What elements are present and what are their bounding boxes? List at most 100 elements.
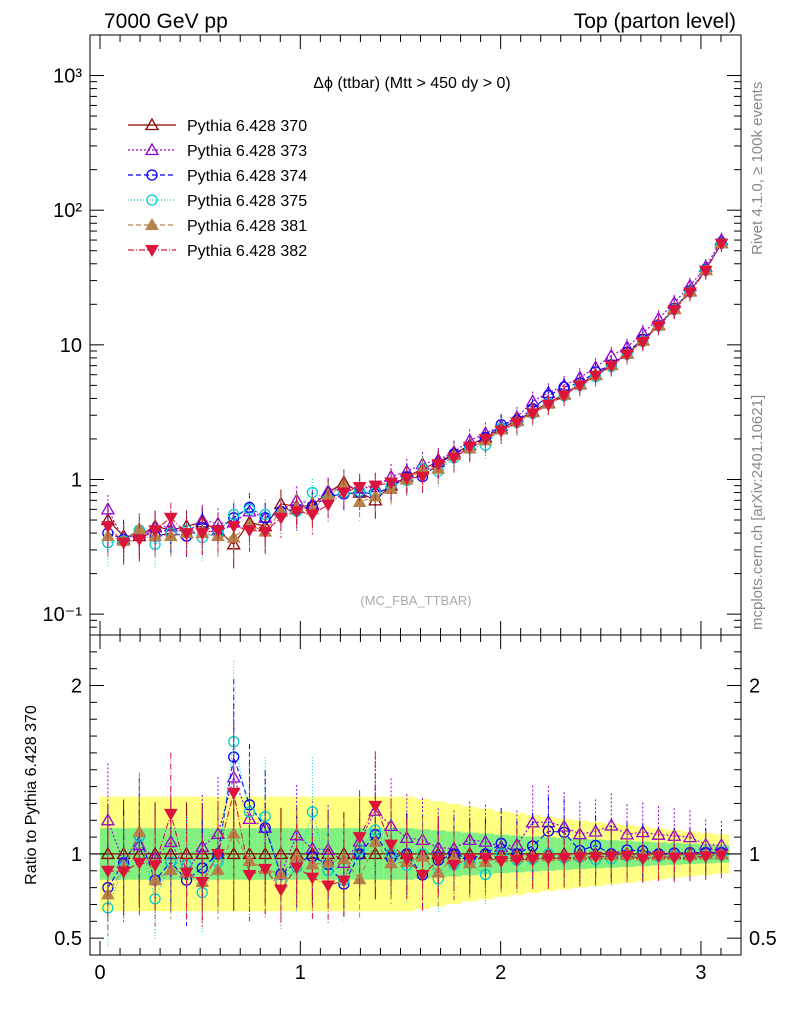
x-tick-label: 3 — [695, 962, 706, 984]
x-tick-label: 0 — [94, 962, 105, 984]
ratio-point — [148, 860, 162, 873]
plot-title: Δϕ (ttbar) (Mtt > 450 dy > 0) — [313, 75, 511, 92]
ratio-point — [683, 852, 697, 865]
ratio-plot-panel: 0 1 2 3 0.5 0.5 1 1 2 2 Ratio to Pythia 6.428 370 — [23, 634, 777, 984]
data-point — [337, 487, 351, 500]
mcplots-label: mcplots.cern.ch [arXiv:2401.10621] — [749, 395, 766, 630]
x-tick-label: 1 — [295, 962, 306, 984]
legend-label: Pythia 6.428 381 — [187, 218, 307, 235]
legend-entry: Pythia 6.428 375 — [128, 193, 307, 210]
data-point — [352, 481, 367, 494]
legend-label: Pythia 6.428 373 — [187, 143, 307, 160]
ratio-point — [431, 840, 446, 853]
data-point — [305, 509, 320, 522]
header-left: 7000 GeV pp — [104, 10, 228, 33]
ratio-y-tick-label-right: 0.5 — [749, 928, 777, 950]
header-right: Top (parton level) — [574, 10, 736, 33]
legend-marker — [146, 169, 158, 181]
ratio-point — [306, 806, 319, 818]
ratio-point — [195, 846, 210, 860]
series-line — [107, 243, 722, 542]
ratio-series-line — [107, 792, 722, 891]
ratio-series-line — [107, 830, 722, 895]
ratio-point — [478, 853, 493, 866]
data-point — [525, 408, 540, 421]
ratio-point — [714, 850, 729, 863]
ratio-point — [101, 865, 115, 878]
ratio-point — [228, 751, 240, 763]
y-tick-label: 1 — [71, 469, 82, 491]
ratio-point — [635, 853, 650, 866]
data-point — [541, 399, 556, 412]
series-s381 — [101, 235, 729, 565]
ratio-series-line — [107, 775, 722, 876]
ratio-point — [541, 853, 556, 866]
series-line — [107, 242, 722, 540]
legend-marker — [145, 217, 159, 230]
series-line — [107, 243, 722, 544]
ratio-point — [447, 859, 461, 872]
series-s373 — [100, 232, 729, 563]
legend-entry: Pythia 6.428 370 — [128, 117, 307, 135]
data-point — [163, 512, 178, 525]
data-point — [494, 425, 509, 438]
legend-label: Pythia 6.428 375 — [187, 193, 307, 210]
ratio-point — [415, 870, 430, 883]
ratio-point — [604, 851, 619, 864]
ratio-y-tick-label: 0.5 — [54, 928, 82, 950]
data-point — [274, 512, 288, 525]
legend: Pythia 6.428 370 Pythia 6.428 373 Pythia 6… — [128, 117, 307, 260]
ratio-ylabel: Ratio to Pythia 6.428 370 — [23, 705, 40, 885]
legend-marker — [144, 117, 160, 131]
data-point — [588, 370, 603, 383]
ratio-point — [305, 872, 320, 885]
x-tick-label: 2 — [495, 962, 506, 984]
ratio-frame — [89, 634, 742, 956]
ratio-series-s382 — [101, 722, 729, 929]
ratio-point — [620, 850, 634, 863]
legend-entry: Pythia 6.428 373 — [128, 142, 307, 160]
ratio-series-layer — [100, 660, 729, 947]
ratio-series-line — [107, 756, 722, 888]
ratio-y-tick-label: 1 — [71, 844, 82, 866]
y-tick-label: 10³ — [53, 66, 82, 88]
y-tick-label: 10² — [53, 200, 82, 222]
legend-entry: Pythia 6.428 381 — [128, 217, 307, 235]
series-s375 — [102, 235, 728, 569]
ratio-point — [462, 853, 477, 866]
ratio-point — [494, 855, 509, 868]
legend-label: Pythia 6.428 374 — [187, 168, 307, 185]
ratio-point — [667, 852, 682, 865]
data-point — [179, 528, 194, 541]
legend-entry: Pythia 6.428 382 — [128, 243, 307, 260]
series-line — [107, 239, 722, 540]
main-series-layer — [100, 232, 729, 569]
ratio-point — [242, 870, 257, 883]
data-point — [635, 336, 650, 349]
series-s370 — [100, 235, 729, 569]
ratio-point — [179, 867, 194, 880]
data-point — [211, 525, 225, 538]
data-point — [259, 512, 271, 524]
main-plot-panel: 10⁻¹ 1 10 10² 10³ Δϕ (ttbar) (Mtt > 450 dy >… — [43, 34, 742, 636]
ratio-y-tick-label-right: 1 — [749, 844, 760, 866]
data-point — [431, 459, 446, 472]
y-tick-label: 10 — [60, 335, 82, 357]
legend-entry: Pythia 6.428 374 — [128, 168, 307, 185]
legend-marker — [145, 245, 159, 258]
legend-marker — [146, 194, 158, 206]
legend-marker — [144, 142, 160, 156]
data-point — [667, 305, 682, 318]
series-s382 — [101, 236, 729, 567]
ratio-y-tick-label: 2 — [71, 676, 82, 698]
ratio-point — [572, 852, 587, 865]
series-line — [107, 242, 722, 546]
ratio-point — [337, 875, 351, 888]
ratio-point — [588, 851, 603, 864]
series-s374 — [102, 235, 728, 563]
data-point — [195, 528, 210, 541]
legend-label: Pythia 6.428 382 — [187, 243, 307, 260]
rivet-label: Rivet 4.1.0, ≥ 100k events — [749, 82, 766, 255]
ratio-point — [163, 846, 178, 860]
